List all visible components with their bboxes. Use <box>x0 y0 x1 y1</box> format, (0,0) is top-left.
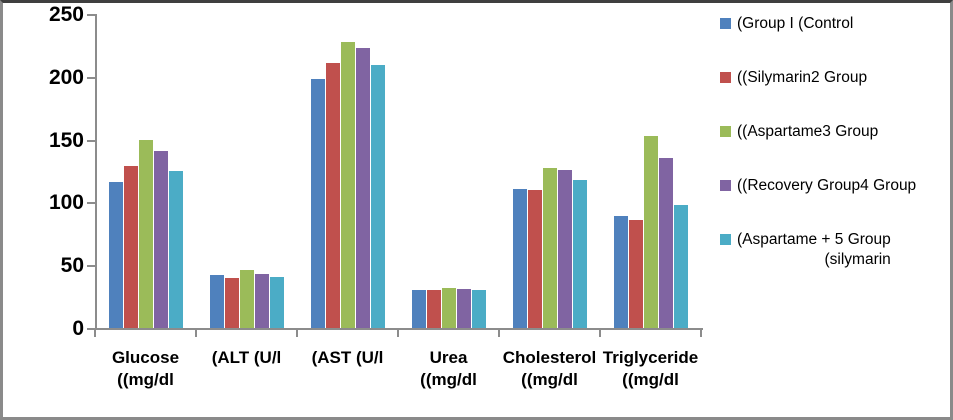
legend-item-1: (Group I (Control <box>720 14 944 34</box>
legend-item-5: (Aspartame + 5 Group (silymarin <box>720 230 944 270</box>
bar-series2-cat2 <box>224 278 239 328</box>
y-axis-tick-label: 200 <box>48 65 84 89</box>
x-axis-tick <box>599 330 601 337</box>
legend-label: ((Silymarin2 Group <box>737 69 868 86</box>
bar-series5-cat4 <box>471 290 486 328</box>
bar-series3-cat3 <box>340 42 355 328</box>
y-axis-tick-label: 150 <box>48 128 84 152</box>
x-category-label: Triglyceride ((mg/dl <box>602 348 699 389</box>
y-axis-tick <box>87 202 95 205</box>
bar-series4-cat6 <box>658 158 673 328</box>
bar-series5-cat1 <box>168 171 183 328</box>
chart-legend: (Group I (Control ((Silymarin2 Group ((Asp… <box>720 14 944 270</box>
x-category-label: Cholesterol ((mg/dl <box>502 348 597 389</box>
bar-series1-cat4 <box>411 290 426 328</box>
y-axis-tick <box>87 328 95 330</box>
x-axis-tick <box>397 330 399 337</box>
legend-swatch-icon <box>720 126 731 137</box>
x-category-label: (ALT (U/l <box>211 348 282 367</box>
legend-item-3: ((Aspartame3 Group <box>720 122 944 142</box>
bar-series3-cat1 <box>138 140 153 328</box>
legend-swatch-icon <box>720 180 731 191</box>
bar-group-3 <box>297 14 398 328</box>
bar-series1-cat5 <box>512 189 527 328</box>
bar-series4-cat5 <box>557 170 572 328</box>
legend-swatch-icon <box>720 234 731 245</box>
bar-series5-cat2 <box>269 277 284 328</box>
x-axis-tick <box>498 330 500 337</box>
legend-label: ((Aspartame3 Group <box>737 123 879 140</box>
bar-group-4 <box>398 14 499 328</box>
x-axis-tick <box>195 330 197 337</box>
legend-item-2: ((Silymarin2 Group <box>720 68 944 88</box>
y-axis-line <box>95 14 97 330</box>
bar-group-2 <box>196 14 297 328</box>
bar-series2-cat3 <box>325 63 340 328</box>
bar-series2-cat4 <box>426 290 441 328</box>
x-axis-tick <box>94 330 96 337</box>
bar-series1-cat3 <box>310 79 325 328</box>
y-axis-tick-label: 100 <box>48 191 84 215</box>
bar-series3-cat2 <box>239 270 254 328</box>
bar-series4-cat3 <box>355 48 370 328</box>
bar-series3-cat5 <box>542 168 557 328</box>
y-axis-tick-label: 50 <box>60 254 84 278</box>
bar-series3-cat6 <box>643 136 658 328</box>
bar-series2-cat5 <box>527 190 542 328</box>
x-category-label: Urea ((mg/dl <box>420 348 477 389</box>
bar-series2-cat1 <box>123 166 138 328</box>
x-axis-tick <box>296 330 298 337</box>
bar-series1-cat2 <box>209 275 224 328</box>
bar-series5-cat6 <box>673 205 688 328</box>
y-axis-tick-label: 250 <box>48 3 84 26</box>
bar-series5-cat3 <box>370 65 385 328</box>
x-axis-tick <box>700 330 702 337</box>
y-axis-tick <box>87 76 95 79</box>
bar-group-6 <box>600 14 701 328</box>
y-axis-tick <box>87 139 95 142</box>
legend-swatch-icon <box>720 18 731 29</box>
bar-group-1 <box>95 14 196 328</box>
bar-series4-cat1 <box>153 151 168 328</box>
legend-label-second-line: (silymarin <box>824 251 891 268</box>
y-axis-tick-label: 0 <box>72 317 84 340</box>
bar-series4-cat4 <box>456 289 471 328</box>
bar-series4-cat2 <box>254 274 269 328</box>
x-category-label: Glucose ((mg/dl <box>111 348 180 389</box>
bar-series3-cat4 <box>441 288 456 328</box>
legend-label: ((Recovery Group4 Group <box>737 177 917 194</box>
bar-series1-cat6 <box>613 216 628 328</box>
x-axis-line <box>87 328 703 330</box>
x-category-label: (AST (U/l <box>311 348 384 367</box>
legend-label: (Group I (Control <box>737 15 854 32</box>
legend-swatch-icon <box>720 72 731 83</box>
bar-group-5 <box>499 14 600 328</box>
bar-series5-cat5 <box>572 180 587 328</box>
bar-series1-cat1 <box>108 182 123 328</box>
y-axis-tick <box>87 265 95 268</box>
bar-series2-cat6 <box>628 220 643 328</box>
y-axis-tick <box>87 14 95 16</box>
legend-label: (Aspartame + 5 Group (silymarin <box>737 231 891 268</box>
legend-item-4: ((Recovery Group4 Group <box>720 176 944 196</box>
